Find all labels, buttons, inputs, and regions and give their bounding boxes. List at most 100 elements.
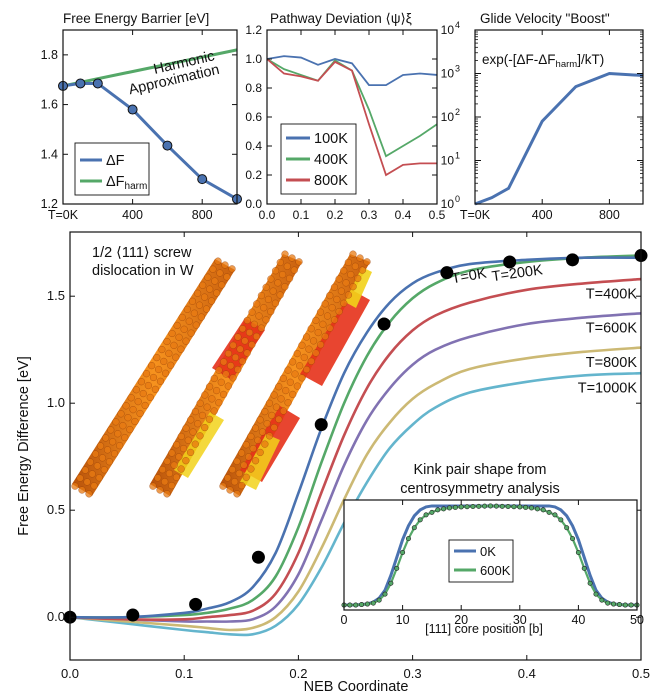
- inset-xtick-label: 50: [630, 613, 644, 627]
- inset-marker: [376, 597, 382, 603]
- panel-a-title: Free Energy Barrier [eV]: [63, 11, 209, 26]
- atom: [132, 386, 140, 394]
- data-point: [565, 253, 579, 267]
- atom: [237, 481, 246, 490]
- panel-b-ytick-label: 0.2: [245, 168, 262, 182]
- atom: [272, 403, 281, 411]
- atom: [205, 383, 214, 391]
- atom: [281, 250, 289, 258]
- inset-marker: [359, 602, 365, 608]
- atom: [214, 257, 222, 265]
- atom: [258, 428, 267, 436]
- inset-marker: [599, 597, 605, 603]
- atom: [136, 409, 144, 418]
- atom: [208, 395, 216, 403]
- atom: [194, 420, 202, 428]
- panel-b-xtick-label: 0.5: [429, 208, 446, 222]
- panel-b-ytick-label: 0.0: [245, 197, 262, 211]
- atom: [248, 308, 256, 316]
- atom: [78, 486, 86, 494]
- atom: [156, 377, 165, 386]
- atom: [137, 378, 146, 386]
- atom: [238, 357, 247, 365]
- inset-marker: [400, 550, 406, 556]
- atom: [344, 291, 353, 299]
- inset-marker: [517, 504, 523, 510]
- panel-b-xtick-label: 0.2: [327, 208, 344, 222]
- data-point: [377, 317, 391, 331]
- atom: [228, 465, 236, 474]
- atom: [295, 258, 303, 266]
- dislocation-illustration: [71, 250, 372, 498]
- atom: [223, 273, 231, 281]
- panel-c-ytick-label: 10: [441, 23, 455, 37]
- atom: [271, 299, 280, 307]
- panel-a-xtick-label: 800: [192, 208, 213, 222]
- inset-kink-pair: Kink pair shape from centrosymmetry anal…: [341, 462, 644, 636]
- atom: [114, 430, 122, 438]
- inset-marker: [458, 504, 464, 510]
- atom: [335, 275, 343, 283]
- atom: [234, 365, 242, 374]
- atom: [265, 399, 274, 407]
- atom: [293, 382, 302, 390]
- inset-marker: [435, 507, 441, 513]
- atom: [90, 482, 98, 490]
- series-line-ΔFharm: [62, 48, 238, 88]
- atom: [101, 434, 110, 442]
- atom: [354, 274, 362, 283]
- inset-marker: [558, 517, 564, 523]
- atom: [261, 440, 269, 448]
- atom: [175, 453, 183, 461]
- atom: [326, 291, 334, 300]
- atom: [316, 341, 325, 349]
- atom: [230, 478, 239, 486]
- atom: [193, 289, 202, 297]
- main-ytick-label: 1.0: [47, 395, 65, 410]
- atom: [229, 341, 237, 349]
- panel-c-series: [474, 71, 644, 206]
- panel-a-xtick-label: 400: [122, 208, 143, 222]
- main-xtick-label: 0.5: [632, 666, 650, 681]
- main-series-labels: T=0K T=200K T=400K T=600K T=800K T=1000K: [450, 262, 637, 396]
- atom: [340, 267, 348, 275]
- atom: [172, 473, 181, 481]
- atom: [268, 411, 276, 420]
- inset-title-line1: Kink pair shape from: [414, 462, 547, 478]
- panel-b-legend: 100K 400K 800K: [280, 123, 357, 195]
- atom: [71, 482, 79, 490]
- atom: [281, 283, 289, 291]
- inset-marker: [347, 602, 353, 608]
- atom: [314, 328, 322, 337]
- atom: [256, 448, 264, 457]
- atom: [196, 432, 204, 440]
- atom: [202, 305, 211, 313]
- atom: [286, 378, 295, 386]
- main-ytick-label: 0.5: [47, 502, 65, 517]
- atom: [200, 293, 209, 301]
- legend-600k-label: 600K: [480, 563, 511, 578]
- atom: [215, 399, 223, 407]
- atom: [195, 301, 204, 309]
- atom: [247, 465, 255, 473]
- atom: [218, 281, 226, 289]
- atom: [165, 349, 173, 358]
- atom: [177, 432, 185, 441]
- atom: [108, 438, 117, 446]
- atom: [167, 361, 175, 369]
- atom: [158, 345, 166, 354]
- atom: [330, 283, 339, 291]
- panel-b-ticks: 0.0 0.1 0.2 0.3 0.4 0.5 0.0 0.2 0.4 0.6 0.8 1.0 1.2: [245, 23, 445, 222]
- atom: [222, 370, 230, 378]
- data-point: [314, 418, 328, 432]
- atom: [305, 345, 313, 353]
- legend-100k-label: 100K: [314, 131, 348, 147]
- atom: [173, 321, 181, 330]
- atom: [144, 381, 153, 390]
- atom: [219, 482, 227, 490]
- data-point: [189, 597, 203, 611]
- panel-b-frame: [266, 29, 438, 205]
- panel-c-ytick-exponent: 3: [455, 64, 460, 74]
- atom: [215, 366, 223, 374]
